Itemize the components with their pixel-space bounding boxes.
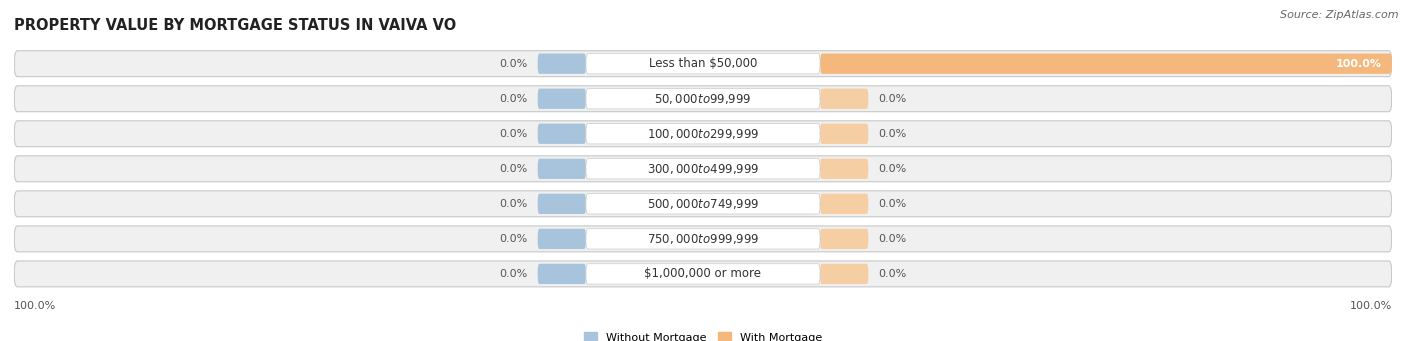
FancyBboxPatch shape xyxy=(586,229,820,249)
Text: 0.0%: 0.0% xyxy=(499,59,527,69)
Text: 0.0%: 0.0% xyxy=(879,129,907,139)
FancyBboxPatch shape xyxy=(820,159,869,179)
Text: 100.0%: 100.0% xyxy=(1336,59,1382,69)
FancyBboxPatch shape xyxy=(537,159,586,179)
Text: 100.0%: 100.0% xyxy=(1350,301,1392,311)
Text: $100,000 to $299,999: $100,000 to $299,999 xyxy=(647,127,759,141)
Text: 0.0%: 0.0% xyxy=(499,234,527,244)
Text: 0.0%: 0.0% xyxy=(879,269,907,279)
Text: 0.0%: 0.0% xyxy=(499,129,527,139)
FancyBboxPatch shape xyxy=(820,264,869,284)
Text: $300,000 to $499,999: $300,000 to $499,999 xyxy=(647,162,759,176)
FancyBboxPatch shape xyxy=(14,226,1392,252)
FancyBboxPatch shape xyxy=(586,194,820,214)
Text: $500,000 to $749,999: $500,000 to $749,999 xyxy=(647,197,759,211)
Text: 0.0%: 0.0% xyxy=(879,199,907,209)
FancyBboxPatch shape xyxy=(586,159,820,179)
Text: $1,000,000 or more: $1,000,000 or more xyxy=(644,267,762,280)
FancyBboxPatch shape xyxy=(820,194,869,214)
FancyBboxPatch shape xyxy=(586,89,820,109)
FancyBboxPatch shape xyxy=(537,89,586,109)
Legend: Without Mortgage, With Mortgage: Without Mortgage, With Mortgage xyxy=(579,328,827,341)
Text: 0.0%: 0.0% xyxy=(879,94,907,104)
Text: 0.0%: 0.0% xyxy=(499,164,527,174)
FancyBboxPatch shape xyxy=(537,123,586,144)
FancyBboxPatch shape xyxy=(14,191,1392,217)
FancyBboxPatch shape xyxy=(820,54,1392,74)
FancyBboxPatch shape xyxy=(537,264,586,284)
FancyBboxPatch shape xyxy=(14,261,1392,287)
FancyBboxPatch shape xyxy=(14,156,1392,182)
FancyBboxPatch shape xyxy=(537,194,586,214)
Text: 0.0%: 0.0% xyxy=(499,199,527,209)
Text: $750,000 to $999,999: $750,000 to $999,999 xyxy=(647,232,759,246)
FancyBboxPatch shape xyxy=(586,54,820,74)
Text: 100.0%: 100.0% xyxy=(14,301,56,311)
Text: PROPERTY VALUE BY MORTGAGE STATUS IN VAIVA VO: PROPERTY VALUE BY MORTGAGE STATUS IN VAI… xyxy=(14,18,457,33)
FancyBboxPatch shape xyxy=(586,123,820,144)
Text: 0.0%: 0.0% xyxy=(499,94,527,104)
FancyBboxPatch shape xyxy=(820,229,869,249)
Text: Source: ZipAtlas.com: Source: ZipAtlas.com xyxy=(1281,10,1399,20)
FancyBboxPatch shape xyxy=(820,123,869,144)
Text: Less than $50,000: Less than $50,000 xyxy=(648,57,758,70)
FancyBboxPatch shape xyxy=(14,121,1392,147)
FancyBboxPatch shape xyxy=(586,264,820,284)
Text: 0.0%: 0.0% xyxy=(879,234,907,244)
Text: $50,000 to $99,999: $50,000 to $99,999 xyxy=(654,92,752,106)
Text: 0.0%: 0.0% xyxy=(499,269,527,279)
FancyBboxPatch shape xyxy=(14,51,1392,77)
Text: 0.0%: 0.0% xyxy=(879,164,907,174)
FancyBboxPatch shape xyxy=(537,229,586,249)
FancyBboxPatch shape xyxy=(14,86,1392,112)
FancyBboxPatch shape xyxy=(820,89,869,109)
FancyBboxPatch shape xyxy=(537,54,586,74)
